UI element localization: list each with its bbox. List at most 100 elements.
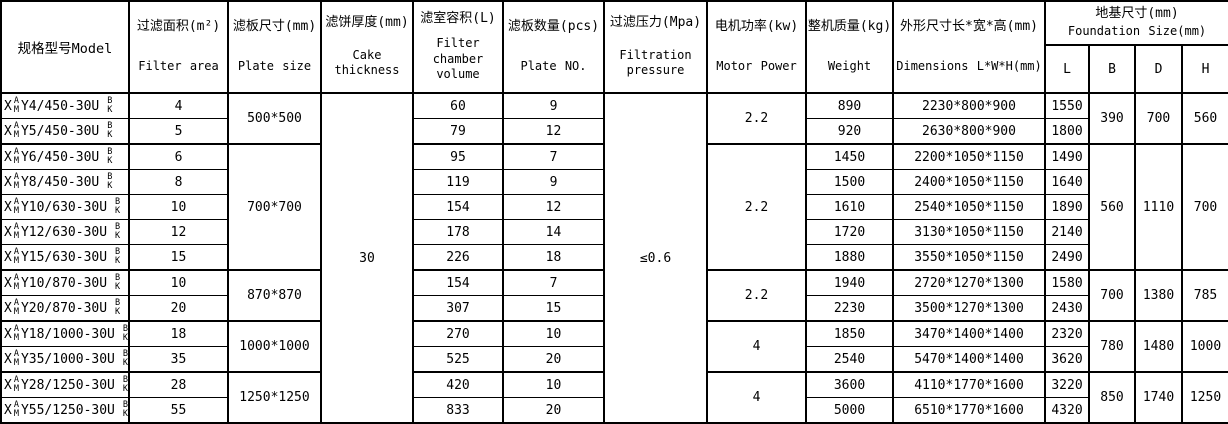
table-row: X A M Y15/630-30U B K 15 226 18 1880 3550*1050*115… <box>0 244 1228 271</box>
cell-plate-size: 870*870 <box>227 269 322 322</box>
col-header-foundation-d: D <box>1134 44 1183 94</box>
cell-foundation-b: 700 <box>1088 269 1136 322</box>
model-label: X A M Y4/450-30U B K <box>3 96 127 116</box>
table-row: X A M Y12/630-30U B K 12 178 14 1720 3130*1050*115… <box>0 219 1228 245</box>
table-row: X A M Y10/870-30U B K 10 870*870 154 7 2.2 1940 2720… <box>0 269 1228 322</box>
header-en-label: Motor Power <box>716 59 797 74</box>
model-suffix-stack-bottom: K <box>122 384 128 394</box>
table-row: X A M Y20/870-30U B K 20 307 15 2230 3500*1270*130… <box>0 295 1228 322</box>
model-prefix: X <box>4 174 12 190</box>
model-suffix-stack-bottom: K <box>115 282 121 292</box>
model-name: Y4/450-30U <box>20 98 100 114</box>
cell-foundation-d: 700 <box>1134 92 1183 145</box>
cell-foundation-l: 1800 <box>1044 118 1090 145</box>
cell-plate-no: 10 <box>502 371 605 398</box>
cell-dimensions: 2720*1270*1300 <box>892 269 1046 296</box>
cell-weight: 5000 <box>805 397 894 424</box>
model-suffix-stack-top: B <box>107 171 113 182</box>
model-name: Y15/630-30U <box>20 249 108 265</box>
model-variant-stack-top: A <box>13 297 19 308</box>
header-en-label: Filtration pressure <box>619 47 692 78</box>
model-suffix-stack-top: B <box>122 323 128 334</box>
model-label: X A M Y10/870-30U B K <box>3 273 127 293</box>
cell-foundation-l: 1490 <box>1044 143 1090 170</box>
cell-filter-area: 15 <box>128 244 229 271</box>
table-row: X A M Y10/630-30U B K 10 154 12 1610 2540*1050*115… <box>0 194 1228 220</box>
cell-plate-no: 10 <box>502 320 605 347</box>
cell-weight: 1850 <box>805 320 894 347</box>
model-label: X A M Y35/1000-30U B K <box>3 349 127 369</box>
model-prefix: X <box>4 123 12 139</box>
model-variant-stack-bottom: M <box>13 333 19 343</box>
col-header-foundation-l: L <box>1044 44 1090 94</box>
cell-foundation-d: 1110 <box>1134 143 1183 271</box>
cell-dimensions: 6510*1770*1600 <box>892 397 1046 424</box>
cell-chamber-volume: 154 <box>412 269 504 296</box>
cell-weight: 1720 <box>805 219 894 245</box>
model-label: X A M Y12/630-30U B K <box>3 222 127 242</box>
model-variant-stack-top: A <box>13 374 19 385</box>
model-name: Y55/1250-30U <box>20 402 115 418</box>
cell-chamber-volume: 226 <box>412 244 504 271</box>
cell-chamber-volume: 79 <box>412 118 504 145</box>
cell-model: X A M Y6/450-30U B K <box>0 143 130 170</box>
model-prefix: X <box>4 98 12 114</box>
header-zh-label: 滤板数量(pcs) <box>507 19 600 35</box>
model-suffix-stack-top: B <box>115 196 121 207</box>
cell-filter-area: 18 <box>128 320 229 347</box>
cell-weight: 1940 <box>805 269 894 296</box>
model-suffix-stack-bottom: K <box>107 105 113 115</box>
cell-motor-power: 4 <box>706 320 807 373</box>
col-header-dimensions: 外形尺寸长*宽*高(mm) Dimensions L*W*H(mm) <box>892 0 1046 94</box>
cell-plate-no: 9 <box>502 92 605 119</box>
model-variant-stack-top: A <box>13 196 19 207</box>
header-en-label: Weight <box>827 59 872 74</box>
header-zh-label: 滤室容积(L) <box>420 11 496 27</box>
model-name: Y5/450-30U <box>20 123 100 139</box>
cell-dimensions: 2200*1050*1150 <box>892 143 1046 170</box>
model-suffix-stack-bottom: K <box>115 307 121 317</box>
model-variant-stack-top: A <box>13 171 19 182</box>
cell-chamber-volume: 307 <box>412 295 504 322</box>
cell-plate-size: 700*700 <box>227 143 322 271</box>
cell-weight: 2540 <box>805 346 894 373</box>
cell-foundation-l: 1550 <box>1044 92 1090 119</box>
cell-model: X A M Y8/450-30U B K <box>0 169 130 195</box>
cell-dimensions: 2400*1050*1150 <box>892 169 1046 195</box>
cell-foundation-l: 3620 <box>1044 346 1090 373</box>
model-name: Y6/450-30U <box>20 149 100 165</box>
model-prefix: X <box>4 199 12 215</box>
model-name: Y8/450-30U <box>20 174 100 190</box>
header-zh-label: 外形尺寸长*宽*高(mm) <box>900 19 1038 35</box>
header-zh-label: 滤饼厚度(mm) <box>325 15 409 31</box>
col-header-filter-area: 过滤面积(m²) Filter area <box>128 0 229 94</box>
model-name: Y18/1000-30U <box>20 326 115 342</box>
model-variant-stack-bottom: M <box>13 307 19 317</box>
col-header-chamber-volume: 滤室容积(L) Filter chamber volume <box>412 0 504 94</box>
cell-foundation-b: 390 <box>1088 92 1136 145</box>
cell-plate-size: 1250*1250 <box>227 371 322 424</box>
header-zh-label: 整机质量(kg) <box>807 19 892 35</box>
cell-plate-no: 15 <box>502 295 605 322</box>
cell-dimensions: 3470*1400*1400 <box>892 320 1046 347</box>
cell-cake-thickness: 30 <box>320 92 414 424</box>
header-en-label: Filter area <box>138 59 219 74</box>
cell-filter-area: 4 <box>128 92 229 119</box>
cell-plate-no: 20 <box>502 397 605 424</box>
cell-foundation-b: 560 <box>1088 143 1136 271</box>
header-row-foundation-sub: L B D H <box>1 44 1228 94</box>
cell-plate-no: 7 <box>502 143 605 170</box>
cell-chamber-volume: 178 <box>412 219 504 245</box>
model-suffix-stack-top: B <box>107 146 113 157</box>
model-name: Y20/870-30U <box>20 300 108 316</box>
cell-plate-no: 7 <box>502 269 605 296</box>
